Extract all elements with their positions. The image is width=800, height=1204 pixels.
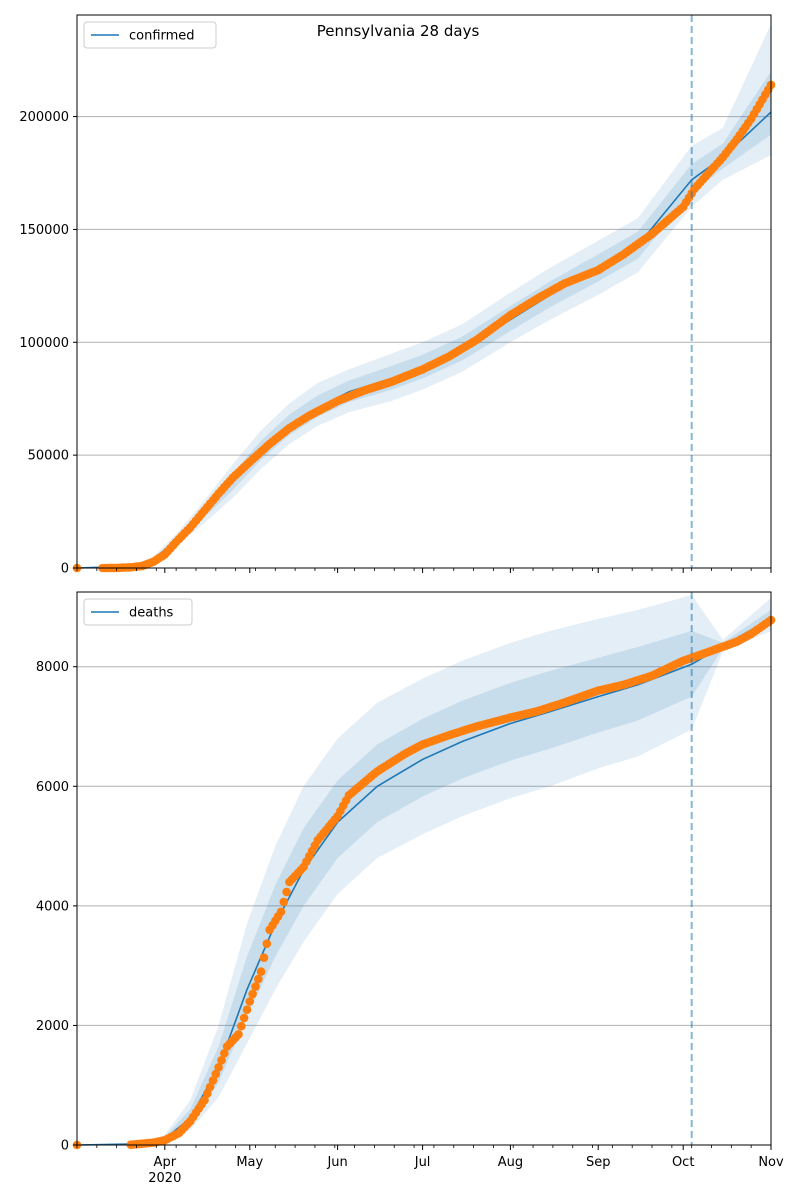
observed-point	[205, 1082, 215, 1092]
x-tick-label: Nov	[758, 1155, 784, 1170]
x-tick-label: Apr	[154, 1155, 177, 1170]
uncertainty-band	[77, 609, 771, 1145]
legend-label: confirmed	[129, 29, 195, 44]
y-tick-label: 150000	[19, 223, 69, 238]
observed-point	[211, 1069, 221, 1079]
observed-point	[203, 1089, 212, 1098]
observed-point	[208, 1076, 218, 1085]
observed-point	[220, 1049, 229, 1058]
observed-point	[262, 939, 272, 948]
observed-point	[245, 997, 255, 1006]
y-tick-label: 6000	[36, 780, 69, 795]
x-tick-label: Aug	[498, 1155, 523, 1170]
observed-point	[256, 967, 266, 976]
x-tick-label: May	[236, 1155, 263, 1170]
y-tick-label: 100000	[19, 336, 69, 351]
x-tick-label: Sep	[586, 1155, 611, 1170]
y-tick-label: 4000	[36, 899, 69, 914]
y-tick-label: 2000	[36, 1019, 69, 1034]
x-year-label: 2020	[148, 1171, 181, 1186]
observed-point	[200, 1095, 209, 1105]
observed-point	[259, 953, 269, 962]
axes-frame	[76, 14, 772, 569]
observed-point	[239, 1013, 249, 1023]
uncertainty-band	[77, 71, 771, 568]
y-tick-label: 50000	[28, 449, 69, 464]
observed-point	[237, 1021, 246, 1031]
observed-point	[279, 897, 289, 907]
observed-point	[217, 1056, 226, 1065]
observed-point	[234, 1030, 243, 1039]
y-tick-label: 200000	[19, 110, 69, 125]
observed-point	[251, 982, 260, 991]
figure-title: Pennsylvania 28 days	[317, 22, 480, 40]
uncertainty-band	[77, 24, 771, 569]
observed-point	[248, 989, 257, 999]
y-tick-label: 0	[61, 1139, 69, 1154]
y-tick-label: 8000	[36, 660, 69, 675]
deaths-panel: 0 2000 4000 6000 8000 deaths Apr May Jun Jul Aug Se…	[36, 591, 784, 1186]
confirmed-panel: 0 50000 100000 150000 200000 confirmed	[19, 14, 776, 577]
axes-frame	[76, 591, 772, 1146]
legend-box	[83, 598, 193, 626]
legend-box	[83, 21, 217, 49]
observed-point	[276, 907, 286, 917]
x-tick-label: Jun	[326, 1155, 347, 1170]
legend: confirmed	[83, 21, 217, 49]
y-tick-label: 0	[61, 562, 69, 577]
observed-point	[253, 974, 263, 984]
x-tick-label: Oct	[672, 1155, 694, 1170]
legend-label: deaths	[129, 606, 174, 621]
legend: deaths	[83, 598, 193, 626]
x-tick-label: Jul	[414, 1155, 431, 1170]
observed-point	[242, 1005, 252, 1014]
observed-point	[214, 1063, 223, 1072]
observed-point	[282, 887, 291, 897]
